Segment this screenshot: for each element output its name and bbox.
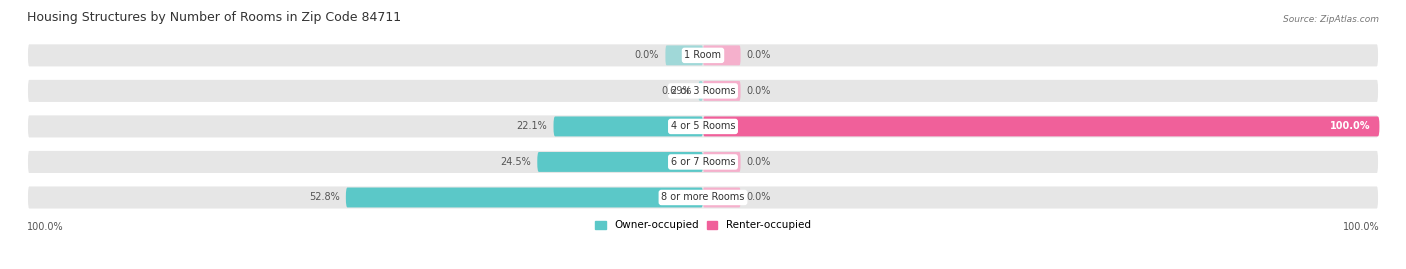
Text: 100.0%: 100.0% [1330, 121, 1369, 132]
Text: 100.0%: 100.0% [1343, 222, 1379, 232]
FancyBboxPatch shape [703, 152, 741, 172]
FancyBboxPatch shape [537, 152, 703, 172]
Text: 22.1%: 22.1% [516, 121, 547, 132]
FancyBboxPatch shape [27, 43, 1379, 68]
Text: 4 or 5 Rooms: 4 or 5 Rooms [671, 121, 735, 132]
FancyBboxPatch shape [703, 187, 741, 207]
Text: 6 or 7 Rooms: 6 or 7 Rooms [671, 157, 735, 167]
Text: 24.5%: 24.5% [501, 157, 531, 167]
Text: 1 Room: 1 Room [685, 50, 721, 60]
FancyBboxPatch shape [703, 116, 1379, 136]
FancyBboxPatch shape [27, 185, 1379, 210]
FancyBboxPatch shape [703, 45, 741, 65]
FancyBboxPatch shape [27, 79, 1379, 103]
FancyBboxPatch shape [699, 81, 703, 101]
FancyBboxPatch shape [346, 187, 703, 207]
Text: 0.0%: 0.0% [747, 157, 772, 167]
Text: 0.0%: 0.0% [747, 193, 772, 203]
Legend: Owner-occupied, Renter-occupied: Owner-occupied, Renter-occupied [595, 220, 811, 231]
Text: 0.0%: 0.0% [634, 50, 659, 60]
FancyBboxPatch shape [665, 45, 703, 65]
Text: 0.0%: 0.0% [747, 86, 772, 96]
Text: 0.69%: 0.69% [662, 86, 692, 96]
Text: Source: ZipAtlas.com: Source: ZipAtlas.com [1284, 15, 1379, 24]
Text: 52.8%: 52.8% [309, 193, 340, 203]
FancyBboxPatch shape [703, 81, 741, 101]
FancyBboxPatch shape [554, 116, 703, 136]
Text: Housing Structures by Number of Rooms in Zip Code 84711: Housing Structures by Number of Rooms in… [27, 12, 401, 24]
Text: 0.0%: 0.0% [747, 50, 772, 60]
Text: 8 or more Rooms: 8 or more Rooms [661, 193, 745, 203]
FancyBboxPatch shape [27, 114, 1379, 139]
Text: 100.0%: 100.0% [27, 222, 63, 232]
Text: 2 or 3 Rooms: 2 or 3 Rooms [671, 86, 735, 96]
FancyBboxPatch shape [27, 150, 1379, 174]
